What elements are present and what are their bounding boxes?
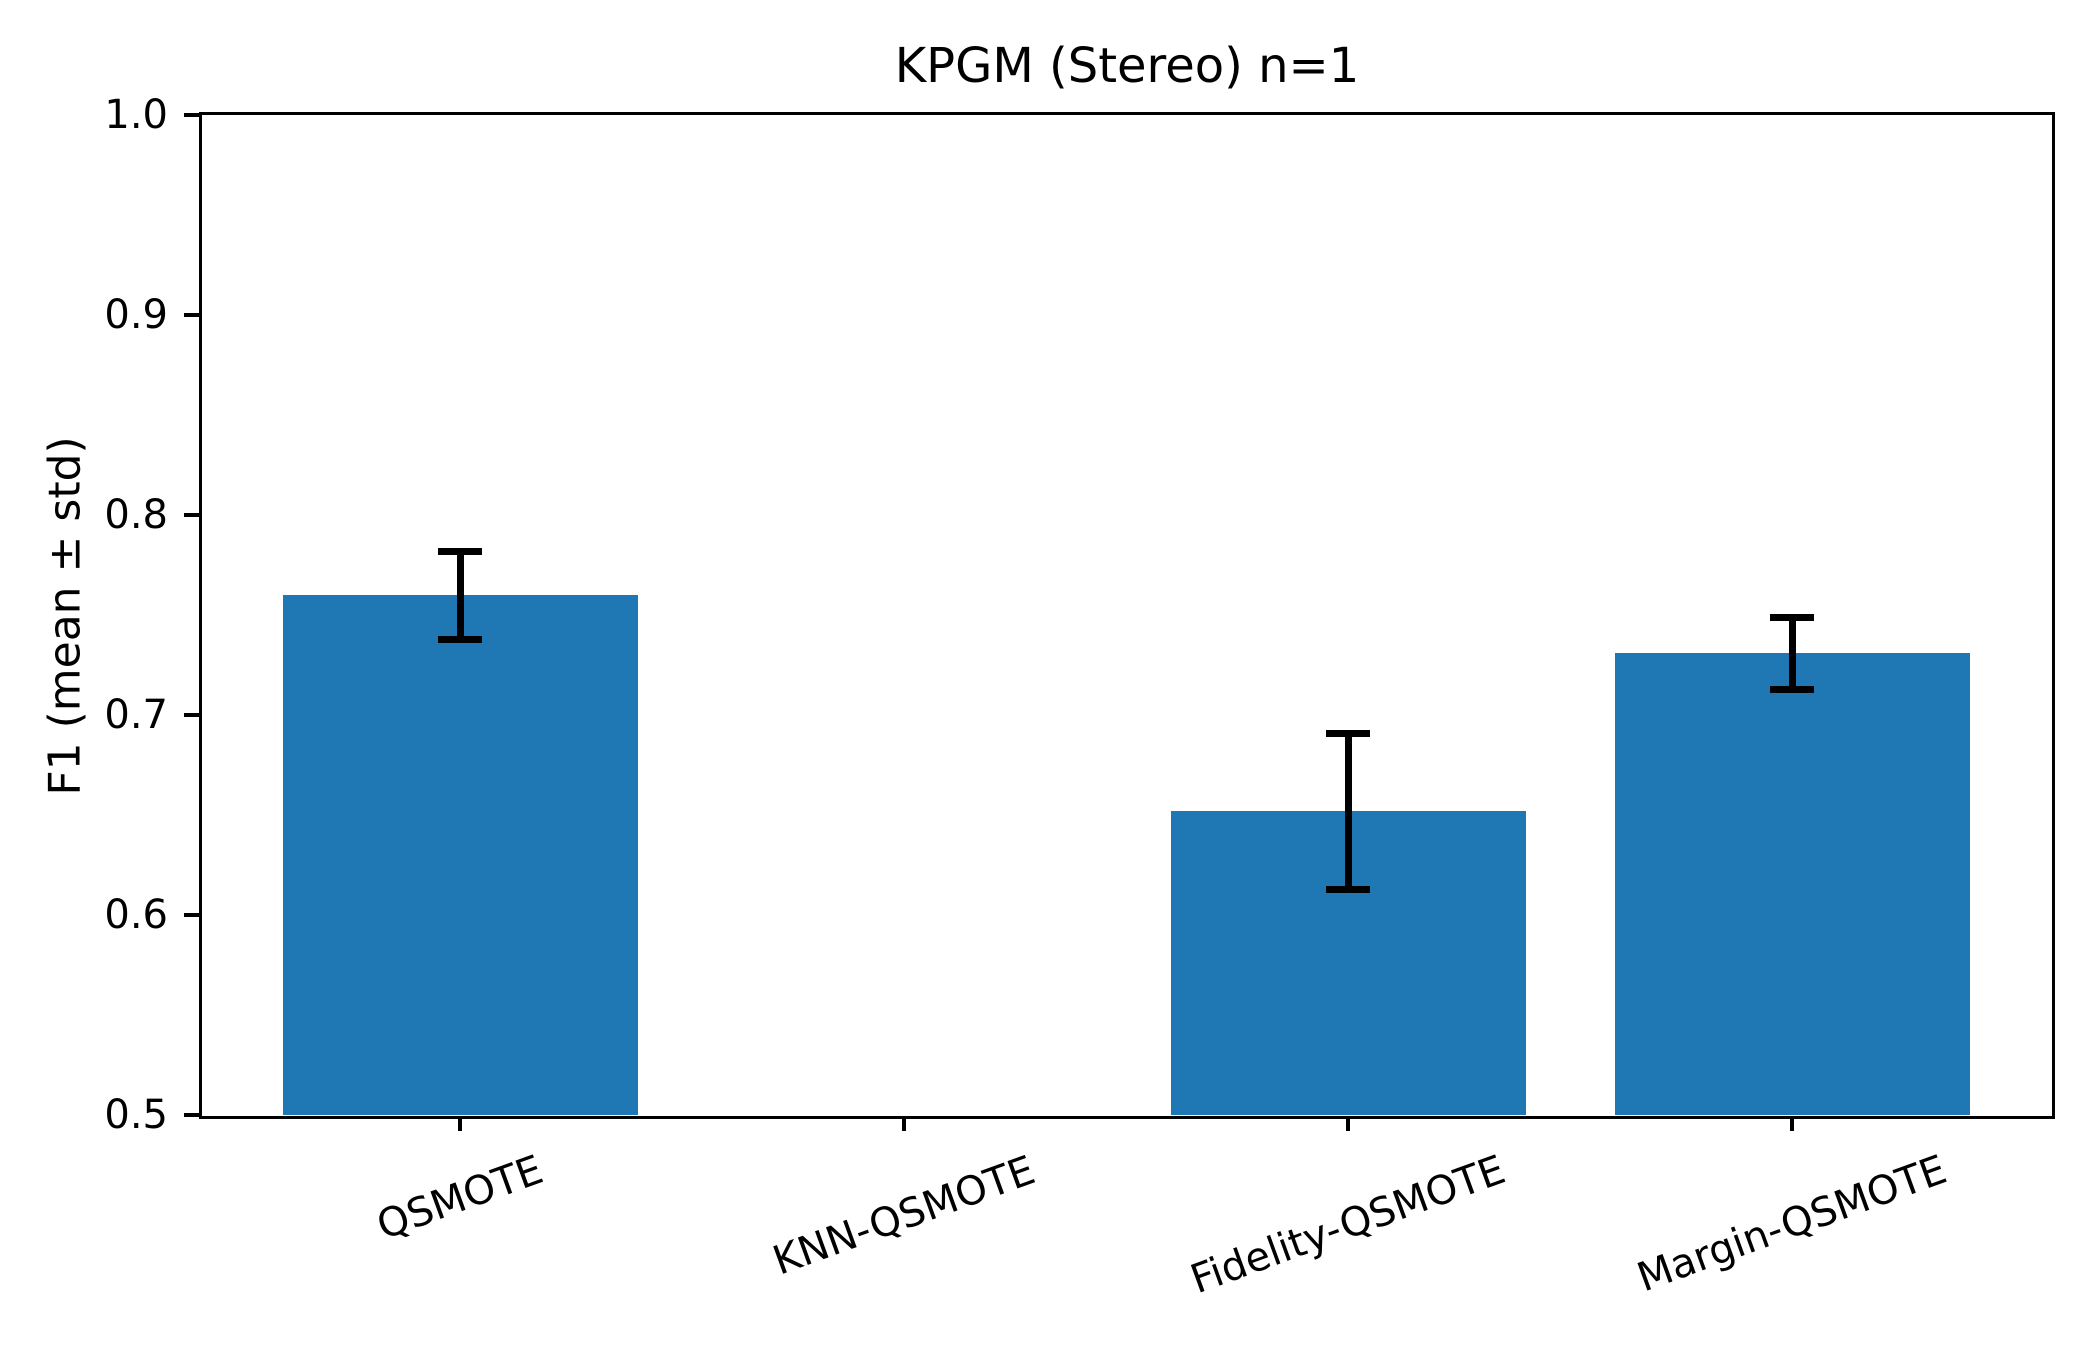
error-bar-cap-top — [1326, 729, 1370, 737]
error-bar-cap-bottom — [1770, 685, 1814, 693]
y-tick-mark — [184, 313, 199, 317]
bar — [1614, 653, 1970, 1115]
error-bar-line — [1344, 733, 1352, 889]
x-tick-mark — [902, 1116, 906, 1131]
y-tick-label: 0.8 — [104, 492, 168, 538]
x-tick-label: Fidelity-QSMOTE — [1184, 1146, 1512, 1304]
error-bar-cap-bottom — [1326, 885, 1370, 893]
y-tick-label: 0.9 — [104, 292, 168, 338]
y-tick-mark — [184, 1113, 199, 1117]
error-bar-cap-top — [438, 547, 482, 555]
error-bar-line — [1788, 617, 1796, 689]
y-tick-label: 0.6 — [104, 892, 168, 938]
error-bar-cap-bottom — [438, 635, 482, 643]
y-tick-mark — [184, 713, 199, 717]
error-bar-line — [456, 551, 464, 639]
y-tick-label: 0.5 — [104, 1092, 168, 1138]
error-bar-cap-top — [1770, 613, 1814, 621]
x-tick-label: QSMOTE — [371, 1146, 549, 1250]
bar — [282, 595, 638, 1115]
x-tick-label: Margin-QSMOTE — [1631, 1146, 1953, 1302]
x-tick-mark — [1790, 1116, 1794, 1131]
x-tick-mark — [1346, 1116, 1350, 1131]
y-tick-mark — [184, 913, 199, 917]
y-tick-mark — [184, 513, 199, 517]
plot-area: 1.0 0.9 0.8 0.7 0.6 0.5 QSMOTE KNN-QSMOTE Fideli… — [104, 95, 2055, 1303]
x-tick-mark — [458, 1116, 462, 1131]
chart-title: KPGM (Stereo) n=1 — [894, 38, 1360, 94]
x-tick-label: KNN-QSMOTE — [767, 1147, 1041, 1285]
y-tick-mark — [184, 113, 199, 117]
y-axis-label: F1 (mean ± std) — [39, 436, 91, 796]
y-tick-label: 1.0 — [104, 92, 168, 138]
y-tick-label: 0.7 — [104, 692, 168, 738]
